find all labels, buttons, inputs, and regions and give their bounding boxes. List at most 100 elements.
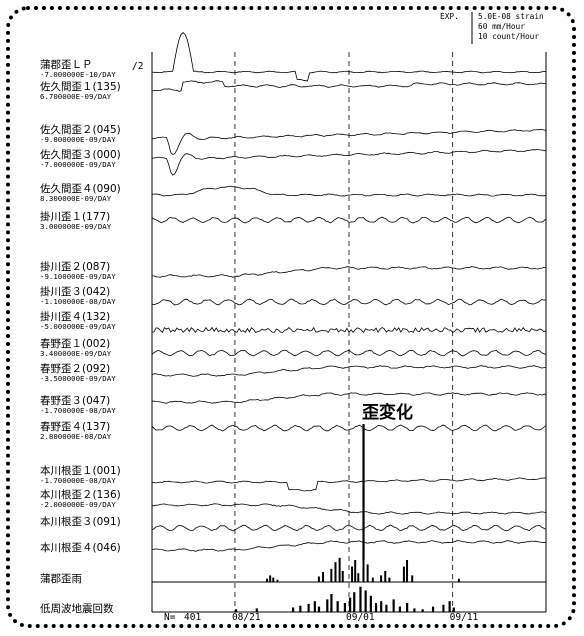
series-trace [151, 540, 547, 552]
series-rate: 3.400000E-09/DAY [40, 349, 112, 358]
series-label: 本川根歪４(046) [40, 541, 121, 554]
series-trace [151, 149, 547, 176]
rain-bar [357, 573, 360, 582]
lfe-bar [307, 603, 310, 612]
series-trace [151, 80, 546, 92]
series-rate: -9.800000E-09/DAY [40, 135, 116, 144]
series-rate: 6.700000E-09/DAY [40, 92, 112, 101]
series-rate: -1.700000E-08/DAY [40, 476, 116, 485]
series-trace [151, 298, 547, 306]
series-trace [151, 424, 547, 432]
series-label: 本川根歪１(001) [40, 464, 121, 477]
series-trace [152, 392, 546, 404]
series-label: 佐久間歪３(000) [40, 148, 121, 161]
lfe-bar [374, 603, 378, 612]
lfe-bar [349, 597, 352, 612]
series-rate: -9.100000E-09/DAY [40, 272, 116, 281]
rain-bar [388, 577, 391, 582]
legend: EXP. 5.0E-08 strain 60 mm/Hour 10 count/… [440, 12, 544, 44]
chart-frame [6, 6, 576, 628]
series-rate: -2.000000E-09/DAY [40, 500, 116, 509]
series-label: 掛川歪４(132) [40, 310, 110, 323]
lfe-bar [385, 604, 388, 612]
series-rate: -1.100000E-08/DAY [40, 297, 116, 306]
rain-bar [406, 560, 409, 582]
lfe-bar [234, 609, 238, 612]
legend-line-rain: 60 mm/Hour [478, 22, 525, 31]
rain-bar [371, 577, 374, 582]
lfe-bar [380, 601, 383, 612]
rain-label: 蒲郡歪雨 [40, 572, 82, 585]
series-rate: -7.000000E-09/DAY [40, 160, 116, 169]
rain-bar [402, 566, 405, 582]
lfe-bar [369, 595, 372, 612]
series-trace [152, 477, 547, 492]
series-trace [151, 128, 547, 155]
series-label: 蒲郡歪ＬＰ [40, 58, 93, 71]
rain-bar [334, 562, 337, 582]
lfe-bar [343, 603, 347, 612]
series-trace [151, 185, 547, 197]
rain-bar [322, 572, 325, 582]
series-label: 掛川歪３(042) [40, 285, 110, 298]
lfe-bar [442, 604, 445, 612]
series-label: 掛川歪１(177) [40, 210, 110, 223]
rain-bar [276, 579, 279, 582]
annotation-label: 歪変化 [362, 402, 413, 423]
rain-bar [411, 575, 414, 582]
series-rate: -5.000000E-09/DAY [40, 322, 116, 331]
lfe-bar [336, 601, 339, 612]
series-trace [151, 365, 547, 377]
legend-line-count: 10 count/Hour [478, 32, 539, 41]
lfe-bar [291, 607, 295, 612]
series-label: 掛川歪２(087) [40, 260, 110, 273]
series-label: 春野歪３(047) [40, 395, 110, 407]
lfe-bar [330, 594, 333, 612]
series-label: 春野歪２(092) [40, 363, 110, 375]
rain-bar [362, 553, 365, 582]
rain-bar [380, 575, 383, 582]
series-rate: -1.700000E-08/DAY [40, 406, 116, 415]
series-label: 佐久間歪４(090) [40, 182, 121, 195]
lfe-bar [406, 603, 409, 612]
lfe-bar [452, 607, 455, 612]
rain-bar [338, 557, 341, 582]
lfe-bar [448, 601, 451, 612]
lfe-bar [317, 606, 321, 612]
series-trace [151, 326, 547, 334]
lfe-bar [421, 609, 424, 612]
scale-mark: /2 [132, 61, 143, 72]
rain-bar [266, 578, 269, 582]
lfe-bar [413, 608, 416, 612]
legend-exp-label: EXP. [440, 12, 459, 21]
series-label: 佐久間歪２(045) [40, 123, 121, 136]
x-tick-label: 08/21 [232, 612, 261, 623]
lfe-bar [392, 599, 395, 612]
series-trace [152, 266, 546, 278]
series-label: 本川根歪３(091) [40, 515, 121, 528]
series-trace [151, 216, 547, 224]
series-rate: -3.500000E-09/DAY [40, 374, 116, 383]
n-label: N= [164, 612, 176, 623]
series-rate: -7.000000E-10/DAY [40, 70, 116, 79]
rain-bar [354, 560, 357, 582]
series-trace [151, 349, 547, 357]
series-label: 春野歪１(002) [40, 338, 110, 350]
lfe-bar [299, 605, 302, 612]
series-trace [151, 31, 547, 82]
lfe-bar [398, 606, 401, 612]
series-trace [151, 503, 547, 515]
series-rate: 8.300000E-09/DAY [40, 194, 112, 203]
rain-bar [330, 568, 333, 582]
rain-bar [269, 575, 272, 582]
rain-bar [317, 576, 320, 582]
rain-bar [351, 566, 354, 582]
lfe-bar [359, 586, 362, 612]
lfe-bar [364, 590, 367, 612]
lfe-bar [255, 608, 258, 612]
series-rate: 2.800000E-08/DAY [40, 432, 112, 441]
series-label: 本川根歪２(136) [40, 488, 121, 501]
rain-bar [384, 571, 387, 582]
rain-bar [457, 578, 460, 582]
